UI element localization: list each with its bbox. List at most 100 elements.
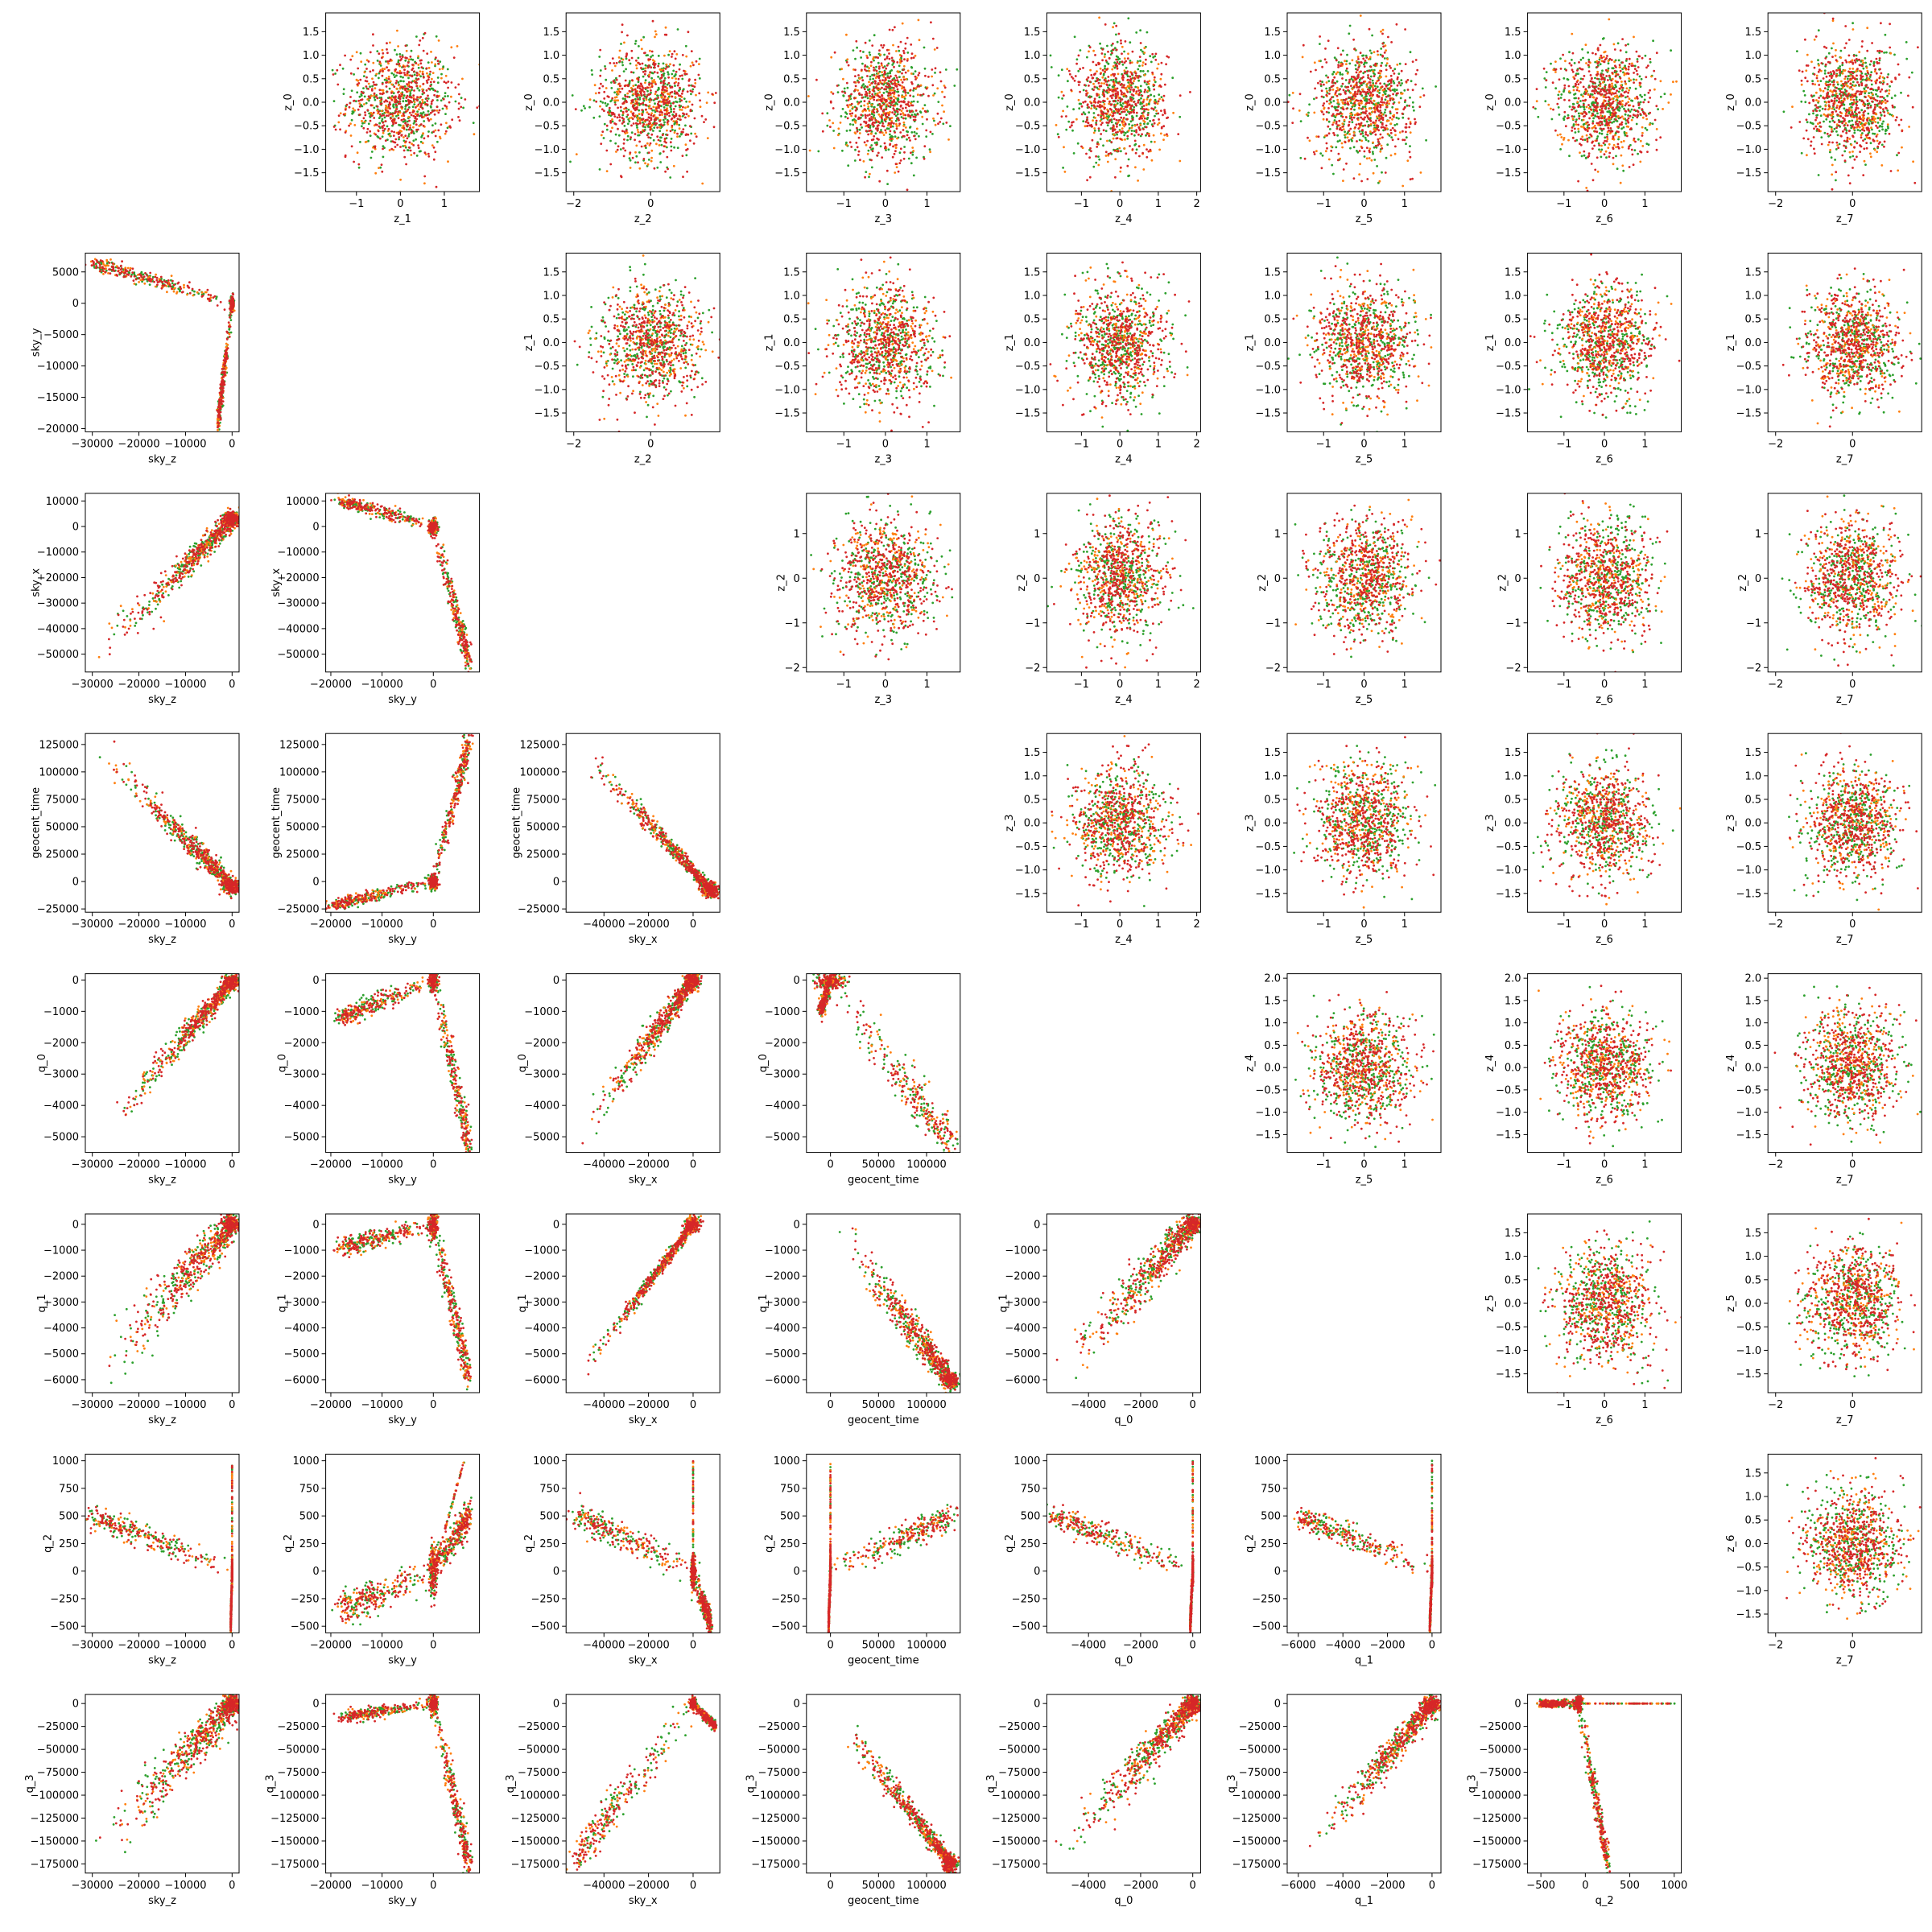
point-green	[680, 133, 683, 136]
point-red	[1354, 126, 1356, 129]
point-red	[415, 62, 418, 64]
point-red	[1129, 75, 1132, 78]
point-red	[919, 93, 922, 97]
point-green	[1409, 51, 1412, 54]
point-orange	[613, 99, 616, 102]
point-red	[398, 56, 402, 58]
point-red	[1385, 95, 1388, 98]
point-red	[650, 117, 653, 120]
point-red	[624, 95, 627, 98]
point-orange	[1092, 131, 1096, 134]
point-red	[1060, 115, 1063, 118]
point-red	[1103, 93, 1105, 97]
point-green	[419, 140, 423, 143]
point-red	[1368, 78, 1372, 80]
point-red	[374, 133, 378, 136]
point-red	[1108, 56, 1111, 60]
point-green	[1049, 54, 1052, 57]
point-orange	[1092, 49, 1095, 52]
point-red	[1120, 89, 1122, 92]
point-green	[436, 81, 440, 85]
point-orange	[1357, 106, 1360, 109]
y-tick-label: 1.0	[1024, 50, 1041, 62]
point-red	[1364, 116, 1366, 119]
point-red	[427, 94, 429, 97]
point-orange	[898, 58, 902, 61]
point-green	[1624, 60, 1628, 62]
point-green	[395, 114, 398, 118]
point-red	[1145, 108, 1148, 111]
axes-frame	[1046, 12, 1201, 192]
point-orange	[1117, 72, 1120, 76]
point-red	[690, 50, 693, 52]
point-red	[431, 110, 434, 113]
point-red	[1146, 132, 1149, 135]
point-red	[399, 146, 402, 148]
point-red	[1154, 59, 1158, 61]
point-red	[1360, 122, 1363, 125]
point-green	[1133, 134, 1136, 137]
point-red	[398, 136, 401, 138]
point-red	[875, 143, 878, 147]
point-red	[357, 67, 360, 70]
point-red	[1096, 105, 1099, 108]
point-green	[1098, 158, 1101, 161]
point-red	[877, 75, 879, 78]
point-green	[626, 122, 630, 126]
point-red	[1119, 97, 1121, 99]
point-red	[1121, 52, 1123, 56]
point-red	[1356, 99, 1360, 102]
point-red	[894, 74, 898, 77]
point-red	[1381, 85, 1384, 89]
point-green	[1084, 113, 1087, 116]
point-red	[1162, 114, 1164, 117]
point-red	[1124, 122, 1127, 126]
point-red	[1146, 114, 1150, 117]
point-orange	[650, 156, 653, 159]
point-red	[895, 85, 898, 88]
point-green	[370, 151, 374, 153]
point-green	[374, 98, 377, 101]
point-red	[630, 124, 633, 127]
point-orange	[1394, 134, 1397, 137]
point-red	[414, 80, 417, 84]
point-green	[931, 133, 934, 135]
point-green	[357, 166, 361, 169]
point-red	[923, 145, 927, 148]
x-axis-label: z_4	[1115, 213, 1133, 225]
point-red	[603, 109, 605, 113]
point-green	[373, 96, 376, 99]
point-red	[1391, 138, 1394, 142]
point-red	[394, 100, 398, 103]
point-orange	[637, 130, 640, 134]
point-red	[904, 71, 907, 74]
point-red	[663, 113, 667, 116]
point-green	[1406, 104, 1409, 107]
point-red	[1120, 93, 1123, 96]
point-red	[668, 100, 671, 102]
point-orange	[1340, 99, 1343, 101]
point-red	[1320, 95, 1323, 98]
point-green	[685, 154, 688, 157]
point-red	[1358, 113, 1360, 116]
point-red	[1100, 52, 1104, 55]
point-red	[621, 130, 624, 133]
point-orange	[883, 80, 886, 84]
point-green	[620, 109, 622, 113]
point-red	[404, 89, 407, 92]
point-red	[378, 89, 382, 92]
point-red	[380, 114, 383, 118]
point-red	[408, 85, 411, 89]
point-red	[1381, 32, 1384, 35]
point-red	[1389, 110, 1392, 114]
point-red	[899, 105, 902, 108]
point-green	[846, 86, 849, 89]
point-orange	[1343, 118, 1346, 122]
point-orange	[645, 123, 648, 126]
point-red	[1121, 76, 1124, 79]
point-orange	[1386, 100, 1389, 102]
point-red	[1137, 145, 1141, 148]
point-orange	[1394, 108, 1397, 111]
point-green	[1106, 44, 1108, 47]
point-orange	[1149, 98, 1152, 101]
